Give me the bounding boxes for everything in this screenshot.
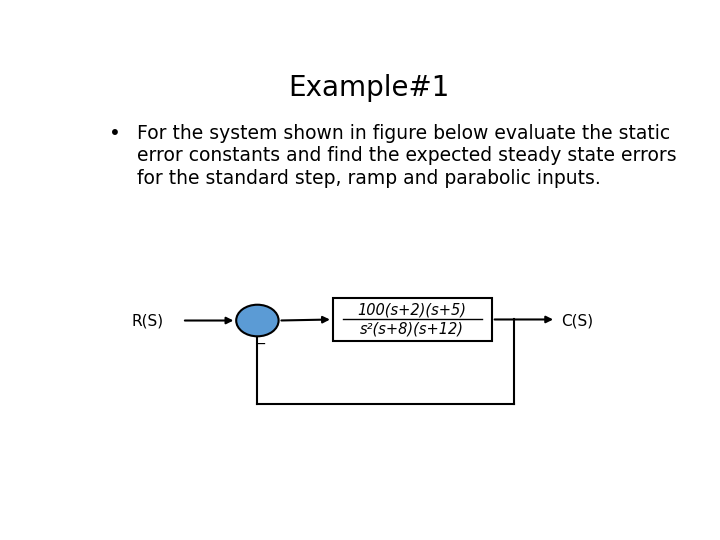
Text: 100(s+2)(s+5): 100(s+2)(s+5) (358, 303, 467, 318)
Text: s²(s+8)(s+12): s²(s+8)(s+12) (360, 322, 464, 337)
Text: error constants and find the expected steady state errors: error constants and find the expected st… (138, 146, 677, 165)
Text: R(S): R(S) (132, 313, 164, 328)
FancyBboxPatch shape (333, 298, 492, 341)
Circle shape (236, 305, 279, 336)
Text: for the standard step, ramp and parabolic inputs.: for the standard step, ramp and paraboli… (138, 169, 601, 188)
Text: •: • (109, 124, 121, 143)
Text: Example#1: Example#1 (288, 73, 450, 102)
Text: −: − (255, 337, 266, 351)
Text: For the system shown in figure below evaluate the static: For the system shown in figure below eva… (138, 124, 670, 143)
Text: C(S): C(S) (562, 313, 593, 328)
